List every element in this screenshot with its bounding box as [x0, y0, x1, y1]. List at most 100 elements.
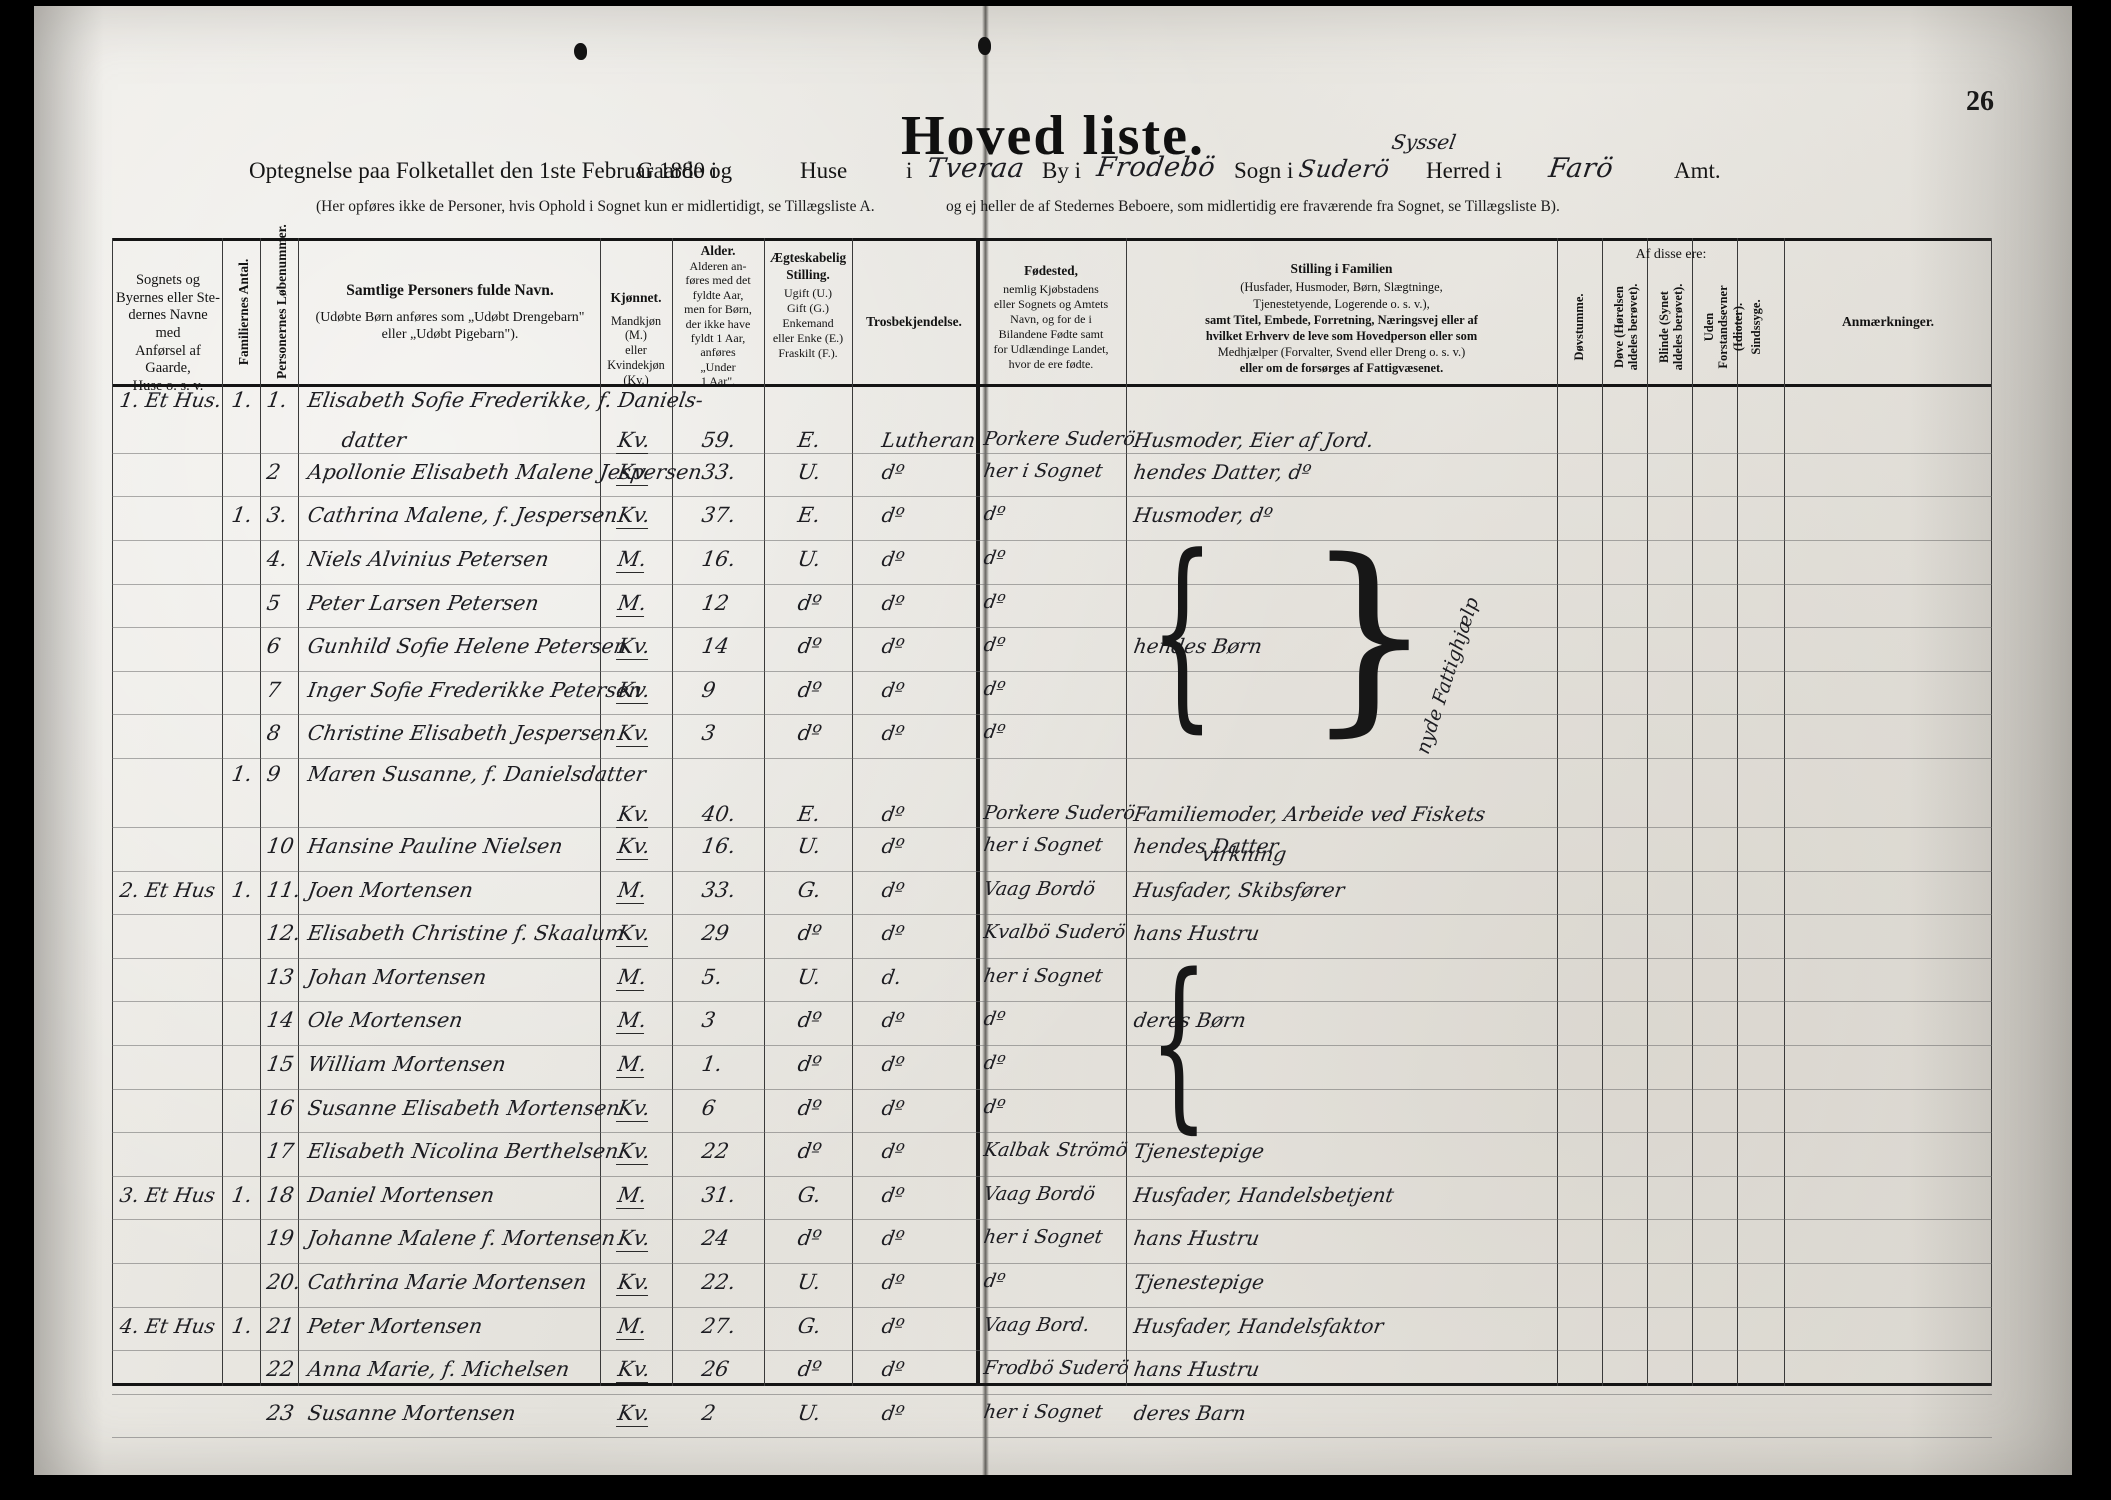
row-separator — [112, 1001, 1992, 1003]
cell-birthplace: dº — [982, 634, 1007, 657]
cell-marital: G. — [796, 877, 823, 902]
row-separator — [112, 627, 1992, 629]
brace-children-house1: } — [1304, 517, 1435, 756]
cell-religion: d. — [880, 964, 904, 989]
cell-name: Elisabeth Nicolina Berthelsen — [306, 1139, 621, 1164]
cell-name: Susanne Elisabeth Mortensen — [306, 1095, 622, 1120]
cell-name: Hansine Pauline Nielsen — [306, 833, 565, 858]
cell-religion: dº — [880, 1226, 907, 1251]
row-separator — [112, 914, 1992, 916]
cell-birthplace: dº — [982, 721, 1007, 744]
cell-sex: Kv. — [615, 1139, 652, 1166]
cell-age: 9 — [700, 677, 718, 702]
cell-marital: G. — [796, 1313, 823, 1338]
cell-birthplace: her i Sognet — [982, 964, 1105, 987]
note-left: (Her opføres ikke de Personer, hvis Opho… — [316, 198, 875, 215]
cell-family-no: 1. — [230, 388, 254, 412]
cell-religion: dº — [880, 590, 907, 615]
cell-name: Elisabeth Christine f. Skaalum — [306, 921, 627, 946]
row-separator — [112, 1219, 1992, 1221]
cell-age: 40. — [700, 802, 738, 827]
cell-person-no: 8 — [265, 721, 283, 746]
cell-age: 27. — [700, 1313, 738, 1338]
cell-birthplace: Vaag Bordö — [982, 877, 1097, 900]
cell-position: hendes Datter — [1132, 833, 1281, 858]
cell-name: Anna Marie, f. Michelsen — [306, 1357, 572, 1382]
cell-marital: dº — [796, 677, 824, 702]
row-separator — [112, 1350, 1992, 1352]
cell-birthplace: dº — [982, 1095, 1007, 1118]
cell-religion: dº — [880, 1008, 907, 1033]
cell-marital: U. — [796, 964, 823, 989]
row-separator — [112, 870, 1992, 872]
cell-name: Cathrina Marie Mortensen — [306, 1269, 589, 1294]
cell-religion: dº — [880, 877, 907, 902]
page-fold — [982, 6, 989, 1475]
cell-sex: Kv. — [615, 833, 652, 860]
cell-name: Johanne Malene f. Mortensen — [306, 1226, 618, 1251]
cell-age: 24 — [700, 1226, 731, 1251]
cell-age: 3 — [700, 1008, 718, 1033]
col-header-family-no: Familiernes Antal. — [236, 258, 251, 366]
cell-person-no: 13 — [265, 964, 296, 989]
cell-sex: Kv. — [615, 677, 652, 704]
cell-religion: dº — [880, 677, 907, 702]
col-header-deafmute: Døvstumme. — [1572, 293, 1586, 361]
field-by-value: Tveraa — [924, 153, 1027, 184]
label-herred: Herred i — [1426, 158, 1502, 183]
cell-age: 31. — [700, 1182, 738, 1207]
cell-age: 29 — [700, 921, 731, 946]
census-table: Sognets og Byernes eller Ste- dernes Nav… — [112, 224, 1992, 1439]
cell-name: Johan Mortensen — [306, 964, 489, 989]
row-separator — [112, 1437, 1992, 1439]
cell-sex: Kv. — [615, 1095, 652, 1122]
cell-sex: Kv. — [615, 1357, 652, 1384]
cell-place: 3. Et Hus — [118, 1182, 217, 1207]
col-header-remarks: Anmærkninger. — [1841, 314, 1935, 329]
cell-religion: dº — [880, 634, 907, 659]
cell-sex: M. — [615, 590, 649, 617]
cell-person-no: 18 — [265, 1182, 296, 1207]
cell-name: Christine Elisabeth Jespersen — [306, 721, 619, 746]
cell-religion: dº — [880, 1051, 907, 1076]
cell-age: 22. — [700, 1269, 738, 1294]
cell-sex: M. — [615, 1182, 649, 1209]
row-separator — [112, 1044, 1992, 1046]
cell-person-no: 16 — [265, 1095, 296, 1120]
cell-birthplace: Porkere Suderö — [982, 802, 1137, 825]
cell-person-no: 21 — [265, 1313, 296, 1338]
cell-family-no: 1. — [230, 762, 254, 787]
cell-marital: U. — [796, 833, 823, 858]
cell-birthplace: Kalbak Strömö — [982, 1139, 1130, 1162]
cell-religion: dº — [880, 833, 907, 858]
cell-birthplace: Kvalbö Suderö — [982, 921, 1127, 944]
cell-birthplace: her i Sognet — [982, 1400, 1105, 1423]
cell-sex: Kv. — [615, 1400, 652, 1427]
cell-sex: M. — [615, 1313, 649, 1340]
cell-religion: dº — [880, 1095, 907, 1120]
cell-marital: U. — [796, 459, 823, 484]
cell-sex: Kv. — [615, 802, 652, 829]
cell-place: 1. Et Hus. — [118, 388, 224, 412]
cell-place: 4. Et Hus — [118, 1313, 217, 1338]
ink-blot-right — [978, 37, 991, 55]
cell-age: 1. — [700, 1051, 724, 1076]
cell-person-no: 11. — [265, 877, 303, 902]
col-header-position: Stilling i Familien (Husfader, Husmoder,… — [1205, 261, 1478, 376]
cell-birthplace: her i Sognet — [982, 833, 1105, 856]
cell-marital: dº — [796, 1095, 824, 1120]
cell-person-no: 3. — [265, 503, 289, 528]
cell-religion: dº — [880, 1139, 907, 1164]
cell-name: Elisabeth Sofie Frederikke, f. Daniels- — [306, 388, 705, 412]
subtitle-i: i — [906, 158, 913, 183]
label-by: By i — [1042, 158, 1081, 183]
cell-marital: E. — [796, 428, 822, 452]
subtitle-left: Optegnelse paa Folketallet den 1ste Febr… — [249, 158, 718, 183]
cell-religion: dº — [880, 1313, 907, 1338]
cell-birthplace: her i Sognet — [982, 459, 1105, 482]
cell-person-no: 4. — [265, 547, 289, 572]
cell-sex: M. — [615, 1008, 649, 1035]
page-title: Hoved liste. — [901, 104, 1205, 167]
cell-age: 33. — [700, 459, 738, 484]
cell-sex: Kv. — [615, 634, 652, 661]
